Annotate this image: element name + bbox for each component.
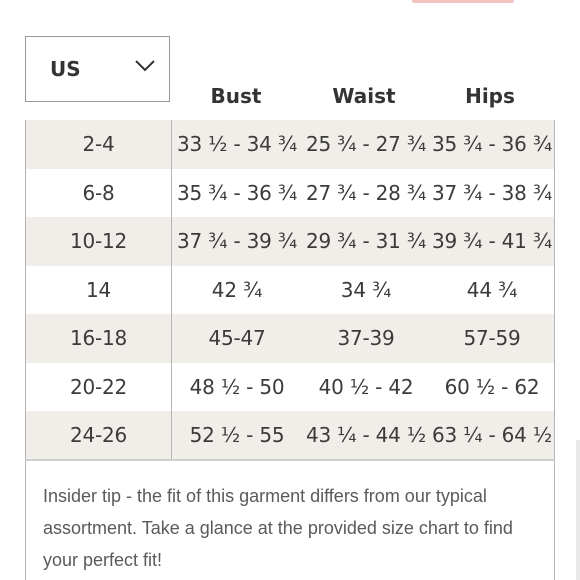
waist-cell: 37-39 — [337, 326, 395, 351]
table-row: 20-22 48 ½ - 50 40 ½ - 42 60 ½ - 62 — [26, 362, 554, 411]
hips-cell: 63 ¼ - 64 ½ — [431, 423, 553, 448]
hips-cell: 60 ½ - 62 — [444, 374, 540, 399]
bust-cell: 35 ¾ - 36 ¾ — [176, 180, 298, 205]
column-header-waist: Waist — [332, 84, 396, 108]
column-header-bust: Bust — [210, 84, 262, 108]
waist-cell: 34 ¾ — [340, 277, 392, 302]
waist-cell: 25 ¾ - 27 ¾ — [305, 132, 427, 157]
hips-cell: 44 ¾ — [466, 277, 518, 302]
size-cell: 10-12 — [26, 217, 172, 266]
table-row: 24-26 52 ½ - 55 43 ¼ - 44 ½ 63 ¼ - 64 ½ — [26, 411, 554, 460]
table-row: 16-18 45-47 37-39 57-59 — [26, 314, 554, 363]
hips-cell: 39 ¾ - 41 ¾ — [431, 229, 553, 254]
size-cell: 6-8 — [26, 168, 172, 217]
bust-cell: 52 ½ - 55 — [189, 423, 285, 448]
size-cell: 24-26 — [26, 411, 172, 460]
size-cell: 20-22 — [26, 362, 172, 411]
bust-cell: 42 ¾ — [211, 277, 263, 302]
hips-cell: 57-59 — [463, 326, 521, 351]
chevron-down-icon — [135, 60, 155, 72]
size-cell: 2-4 — [26, 120, 172, 169]
table-divider — [25, 459, 555, 461]
bust-cell: 48 ½ - 50 — [189, 374, 285, 399]
region-select[interactable]: US — [25, 36, 170, 102]
waist-cell: 40 ½ - 42 — [318, 374, 414, 399]
hips-cell: 37 ¾ - 38 ¾ — [431, 180, 553, 205]
top-accent-bar — [412, 0, 514, 3]
size-cell: 16-18 — [26, 314, 172, 363]
table-row: 2-4 33 ½ - 34 ¾ 25 ¾ - 27 ¾ 35 ¾ - 36 ¾ — [26, 120, 554, 169]
bust-cell: 45-47 — [208, 326, 266, 351]
size-cell: 14 — [26, 265, 172, 314]
column-header-hips: Hips — [465, 84, 515, 108]
tip-box: Insider tip - the fit of this garment di… — [25, 460, 555, 580]
bust-cell: 37 ¾ - 39 ¾ — [176, 229, 298, 254]
scrollbar[interactable] — [576, 440, 580, 580]
region-select-value: US — [50, 57, 81, 81]
waist-cell: 27 ¾ - 28 ¾ — [305, 180, 427, 205]
hips-cell: 35 ¾ - 36 ¾ — [431, 132, 553, 157]
waist-cell: 43 ¼ - 44 ½ — [305, 423, 427, 448]
waist-cell: 29 ¾ - 31 ¾ — [305, 229, 427, 254]
table-row: 14 42 ¾ 34 ¾ 44 ¾ — [26, 265, 554, 314]
size-table: 2-4 33 ½ - 34 ¾ 25 ¾ - 27 ¾ 35 ¾ - 36 ¾ … — [25, 120, 555, 460]
table-row: 10-12 37 ¾ - 39 ¾ 29 ¾ - 31 ¾ 39 ¾ - 41 … — [26, 217, 554, 266]
bust-cell: 33 ½ - 34 ¾ — [176, 132, 298, 157]
table-row: 6-8 35 ¾ - 36 ¾ 27 ¾ - 28 ¾ 37 ¾ - 38 ¾ — [26, 168, 554, 217]
insider-tip-text: Insider tip - the fit of this garment di… — [43, 486, 513, 570]
